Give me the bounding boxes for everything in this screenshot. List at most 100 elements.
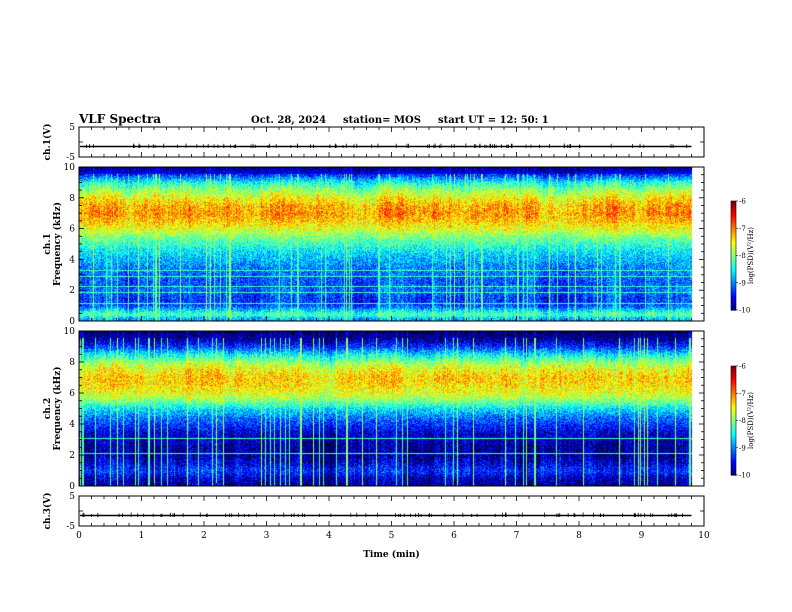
colorbar-segment bbox=[731, 295, 736, 298]
ch1-spectrogram-panel: 0 2 4 6 8 10 ch.1Frequency (kHz) bbox=[43, 163, 705, 327]
colorbar-segment bbox=[731, 300, 736, 304]
colorbar-segment bbox=[731, 433, 736, 436]
colorbar-segment bbox=[731, 260, 736, 264]
colorbar-segment bbox=[731, 449, 736, 452]
y-tick-label: 4 bbox=[69, 420, 75, 430]
x-tick-label: 8 bbox=[576, 531, 582, 541]
colorbar-segment bbox=[731, 431, 736, 434]
colorbar-segment bbox=[731, 415, 736, 418]
colorbar-segment bbox=[731, 280, 736, 284]
colorbar-segment bbox=[731, 473, 736, 476]
y-axis-label: ch.3(V) bbox=[42, 493, 53, 530]
colorbar-segment bbox=[731, 237, 736, 240]
y-tick-label: 5 bbox=[69, 123, 75, 133]
y-tick-label: 2 bbox=[69, 286, 75, 296]
colorbar-segment bbox=[731, 398, 736, 402]
colorbar-tick-label: -10 bbox=[739, 472, 750, 480]
colorbar-segment bbox=[731, 299, 736, 302]
colorbar-segment bbox=[731, 387, 736, 391]
colorbar-segment bbox=[731, 424, 736, 427]
colorbar-segment bbox=[731, 456, 736, 460]
colorbar-segment bbox=[731, 297, 736, 300]
colorbar-segment bbox=[731, 308, 736, 311]
colorbar-segment bbox=[731, 284, 736, 287]
colorbar-segment bbox=[731, 396, 736, 400]
colorbar-segment bbox=[731, 418, 736, 422]
colorbar-segment bbox=[731, 264, 736, 267]
y-tick-label: 8 bbox=[69, 358, 75, 368]
colorbar-segment bbox=[731, 235, 736, 238]
colorbar-segment bbox=[731, 413, 736, 416]
colorbar-segment bbox=[731, 262, 736, 266]
colorbar-segment bbox=[731, 411, 736, 414]
colorbar-segment bbox=[731, 222, 736, 226]
x-axis-label: Time (min) bbox=[363, 549, 420, 560]
colorbar-segment bbox=[731, 425, 736, 429]
ch2-spectrogram-panel: 0 2 4 6 8 10 ch.2Frequency (kHz) bbox=[43, 327, 705, 492]
colorbar-segment bbox=[731, 422, 736, 425]
colorbar-segment bbox=[731, 420, 736, 423]
y-tick-label: 10 bbox=[64, 163, 76, 173]
colorbar-segment bbox=[731, 471, 736, 474]
colorbar-segment bbox=[731, 404, 736, 407]
colorbar-segment bbox=[731, 453, 736, 456]
colorbar-segment bbox=[731, 259, 736, 262]
ch2-colorbar: -6 -7 -8 -9 -10 log(PSD)(V²/Hz) bbox=[730, 363, 755, 480]
colorbar-segment bbox=[731, 467, 736, 471]
x-tick-label: 9 bbox=[639, 531, 645, 541]
colorbar-segment bbox=[731, 416, 736, 420]
ch1-waveform-panel: 5 -5 ch.1(V) bbox=[42, 123, 705, 163]
colorbar-segment bbox=[731, 211, 736, 215]
ch1-colorbar: -6 -7 -8 -9 -10 log(PSD)(V²/Hz) bbox=[730, 198, 755, 315]
colorbar-segment bbox=[731, 210, 736, 213]
y-axis-label-line: ch.1 bbox=[43, 233, 53, 254]
colorbar-segment bbox=[731, 266, 736, 269]
colorbar-segment bbox=[731, 375, 736, 378]
y-axis-label-line: Frequency (kHz) bbox=[52, 366, 63, 450]
spectrogram-image bbox=[79, 331, 704, 486]
colorbar-segment bbox=[731, 288, 736, 291]
spectrogram-image bbox=[79, 167, 704, 321]
colorbar-segment bbox=[731, 204, 736, 208]
colorbar-segment bbox=[731, 242, 736, 246]
colorbar-segment bbox=[731, 290, 736, 293]
colorbar-segment bbox=[731, 220, 736, 224]
colorbar-segment bbox=[731, 435, 736, 438]
colorbar-segment bbox=[731, 251, 736, 255]
colorbar-segment bbox=[731, 407, 736, 411]
y-tick-label: -5 bbox=[66, 153, 75, 163]
colorbar-segment bbox=[731, 436, 736, 440]
y-axis-label: ch.1(V) bbox=[42, 124, 53, 161]
colorbar-segment bbox=[731, 270, 736, 273]
colorbar-segment bbox=[731, 206, 736, 209]
colorbar-segment bbox=[731, 293, 736, 297]
x-tick-label: 10 bbox=[698, 531, 710, 541]
colorbar-tick-label: -9 bbox=[739, 444, 746, 452]
y-axis-label-line: ch.3(V) bbox=[42, 493, 53, 530]
colorbar-segment bbox=[731, 469, 736, 472]
colorbar-segment bbox=[731, 464, 736, 467]
x-tick-label: 4 bbox=[326, 531, 332, 541]
colorbar-tick-label: -6 bbox=[739, 198, 746, 206]
colorbar-segment bbox=[731, 465, 736, 469]
y-tick-label: 6 bbox=[69, 389, 75, 399]
colorbar-segment bbox=[731, 233, 736, 237]
colorbar-segment bbox=[731, 279, 736, 282]
colorbar-segment bbox=[731, 219, 736, 222]
y-tick-label: 0 bbox=[69, 482, 75, 492]
colorbar-segment bbox=[731, 409, 736, 413]
colorbar-segment bbox=[731, 429, 736, 432]
colorbar-segment bbox=[731, 369, 736, 373]
colorbar-segment bbox=[731, 273, 736, 277]
y-axis-label: ch.2Frequency (kHz) bbox=[43, 366, 63, 450]
colorbar-tick-label: -7 bbox=[739, 390, 746, 398]
colorbar-segment bbox=[731, 306, 736, 309]
colorbar-segment bbox=[731, 400, 736, 403]
y-tick-label: 2 bbox=[69, 451, 75, 461]
colorbar-segment bbox=[731, 376, 736, 380]
y-tick-label: 4 bbox=[69, 255, 75, 265]
colorbar-segment bbox=[731, 250, 736, 253]
colorbar-segment bbox=[731, 380, 736, 383]
colorbar-segment bbox=[731, 230, 736, 233]
